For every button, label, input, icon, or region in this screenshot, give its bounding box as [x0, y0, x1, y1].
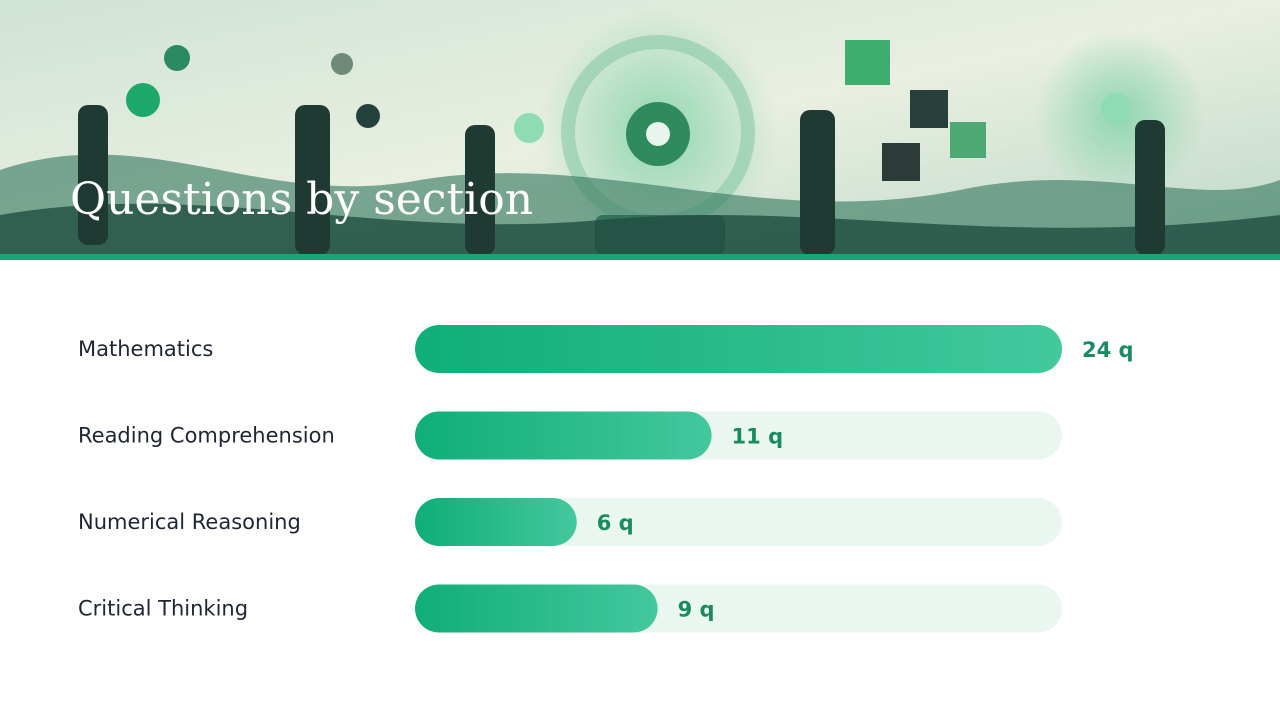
bar — [415, 498, 577, 546]
value-label: 24 q — [1082, 338, 1134, 362]
category-label: Numerical Reasoning — [78, 510, 301, 534]
category-label: Critical Thinking — [78, 597, 248, 621]
value-label: 11 q — [732, 425, 784, 449]
category-label: Mathematics — [78, 337, 213, 361]
bar — [415, 584, 658, 633]
chart-title: Questions by section — [70, 174, 533, 225]
bar-chart: Mathematics 24 q Reading Comprehension 11 q… — [78, 325, 1134, 633]
bar — [415, 325, 1062, 373]
value-label: 9 q — [678, 598, 715, 622]
bar-track — [415, 498, 1062, 546]
category-label: Reading Comprehension — [78, 424, 335, 448]
value-label: 6 q — [597, 511, 634, 535]
header-banner: Questions by section — [0, 0, 1280, 260]
bar — [415, 411, 712, 460]
